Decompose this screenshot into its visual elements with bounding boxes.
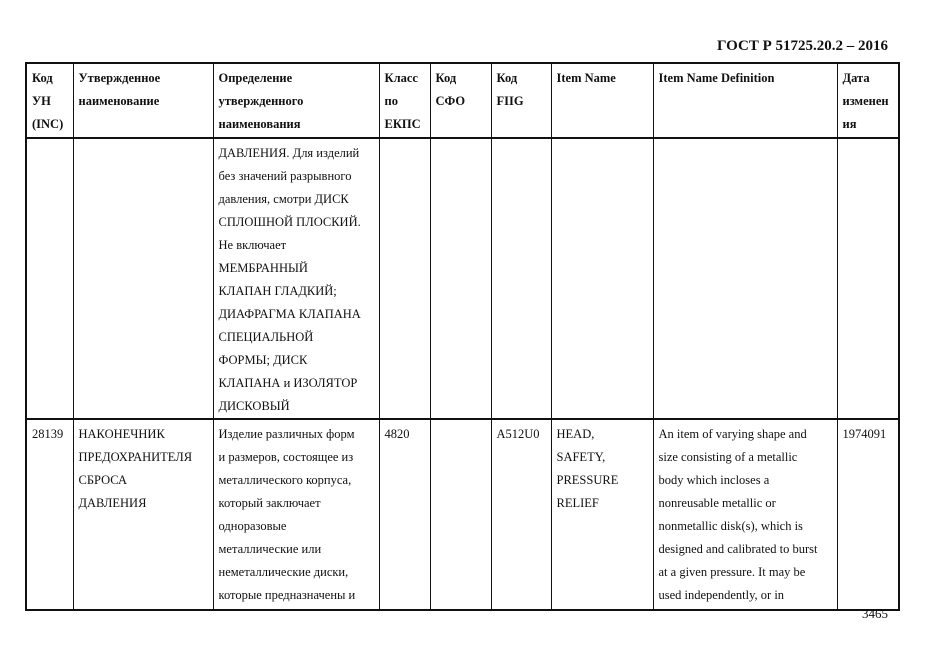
cell-approved-name	[72, 137, 214, 420]
cell-ekps-class	[378, 137, 431, 420]
column-header-ekps-class: Класс по ЕКПС	[378, 62, 431, 139]
cell-definition: ДАВЛЕНИЯ. Для изделий без значений разры…	[212, 137, 380, 420]
column-header-approved-name: Утвержденное наименование	[72, 62, 214, 139]
column-header-change-date: Дата изменен ия	[836, 62, 900, 139]
document-title: ГОСТ Р 51725.20.2 – 2016	[716, 38, 888, 54]
table-header-row: Код УН (INC) Утвержденное наименование О…	[25, 62, 900, 139]
page-number: 3465	[862, 606, 888, 621]
cell-inc: 28139	[25, 418, 74, 611]
cell-change-date	[836, 137, 900, 420]
cell-sfo-code	[429, 137, 492, 420]
cell-definition: Изделие различных форм и размеров, состо…	[212, 418, 380, 611]
column-header-definition: Определение утвержденного наименования	[212, 62, 380, 139]
table-row: 28139 НАКОНЕЧНИК ПРЕДОХРАНИТЕЛЯ СБРОСА Д…	[25, 418, 900, 611]
cell-ekps-class: 4820	[378, 418, 431, 611]
cell-inc	[25, 137, 74, 420]
cell-fiig-code: A512U0	[490, 418, 552, 611]
cell-fiig-code	[490, 137, 552, 420]
cell-change-date: 1974091	[836, 418, 900, 611]
column-header-fiig-code: Код FIIG	[490, 62, 552, 139]
cell-item-name-definition: An item of varying shape and size consis…	[652, 418, 838, 611]
items-table: Код УН (INC) Утвержденное наименование О…	[25, 62, 900, 611]
cell-item-name: HEAD, SAFETY, PRESSURE RELIEF	[550, 418, 654, 611]
cell-item-name-definition	[652, 137, 838, 420]
column-header-item-name-definition: Item Name Definition	[652, 62, 838, 139]
cell-sfo-code	[429, 418, 492, 611]
cell-item-name	[550, 137, 654, 420]
column-header-item-name: Item Name	[550, 62, 654, 139]
column-header-inc: Код УН (INC)	[25, 62, 74, 139]
cell-approved-name: НАКОНЕЧНИК ПРЕДОХРАНИТЕЛЯ СБРОСА ДАВЛЕНИ…	[72, 418, 214, 611]
table-row: ДАВЛЕНИЯ. Для изделий без значений разры…	[25, 137, 900, 420]
column-header-sfo-code: Код СФО	[429, 62, 492, 139]
